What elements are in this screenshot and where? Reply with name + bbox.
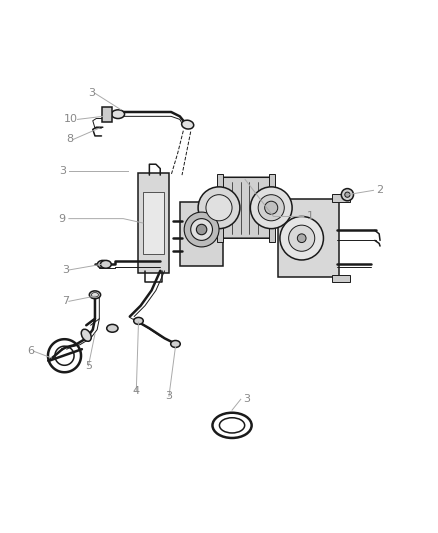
- Text: 7: 7: [62, 296, 69, 306]
- Text: 3: 3: [243, 394, 250, 404]
- Ellipse shape: [100, 261, 111, 268]
- Circle shape: [265, 201, 278, 214]
- Circle shape: [196, 224, 207, 235]
- Text: 9: 9: [59, 214, 66, 224]
- Text: 10: 10: [64, 115, 78, 124]
- Ellipse shape: [89, 291, 101, 298]
- Circle shape: [198, 187, 240, 229]
- Circle shape: [251, 187, 292, 229]
- Text: 8: 8: [66, 134, 73, 144]
- FancyBboxPatch shape: [217, 174, 223, 241]
- FancyBboxPatch shape: [180, 201, 223, 266]
- Circle shape: [289, 225, 315, 251]
- Text: 3: 3: [166, 391, 173, 401]
- Circle shape: [297, 234, 306, 243]
- FancyBboxPatch shape: [219, 177, 271, 238]
- Text: 6: 6: [27, 346, 34, 357]
- FancyBboxPatch shape: [332, 275, 350, 282]
- Text: 3: 3: [59, 166, 66, 176]
- Ellipse shape: [81, 329, 91, 341]
- Ellipse shape: [97, 261, 108, 268]
- Text: 1: 1: [307, 212, 314, 221]
- Ellipse shape: [134, 318, 143, 325]
- Circle shape: [258, 195, 284, 221]
- Ellipse shape: [107, 325, 118, 332]
- FancyBboxPatch shape: [138, 173, 169, 273]
- Circle shape: [345, 192, 350, 197]
- Circle shape: [191, 219, 212, 240]
- Ellipse shape: [182, 120, 194, 129]
- Text: 3: 3: [88, 88, 95, 98]
- Circle shape: [206, 195, 232, 221]
- FancyBboxPatch shape: [332, 194, 350, 201]
- Circle shape: [341, 189, 353, 201]
- Ellipse shape: [171, 341, 180, 348]
- Ellipse shape: [92, 293, 99, 297]
- Text: 2: 2: [376, 185, 383, 195]
- Text: 3: 3: [62, 265, 69, 275]
- Circle shape: [184, 212, 219, 247]
- FancyBboxPatch shape: [102, 107, 113, 122]
- Ellipse shape: [212, 413, 252, 438]
- Text: 5: 5: [85, 361, 92, 371]
- Circle shape: [280, 216, 323, 260]
- Ellipse shape: [219, 418, 245, 433]
- FancyBboxPatch shape: [143, 192, 164, 254]
- Ellipse shape: [112, 110, 124, 118]
- FancyBboxPatch shape: [278, 199, 339, 277]
- Text: 4: 4: [133, 385, 140, 395]
- FancyBboxPatch shape: [268, 174, 275, 241]
